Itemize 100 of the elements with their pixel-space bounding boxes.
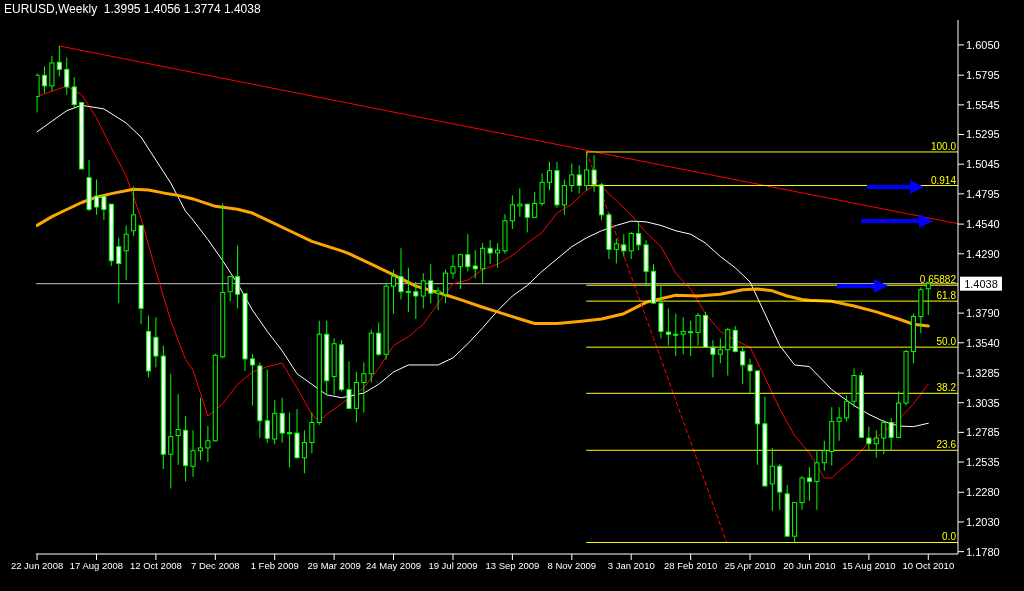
candlestick <box>398 247 404 301</box>
y-tick-label: 1.4795 <box>966 187 1000 200</box>
ref-line-label: 1.4038 <box>964 277 998 290</box>
candlestick <box>680 316 686 355</box>
x-tick-label: 8 Nov 2009 <box>547 559 597 571</box>
candlestick <box>561 178 567 216</box>
y-tick-label: 1.3285 <box>966 366 1000 379</box>
candlestick <box>732 325 738 353</box>
candlestick <box>101 195 107 221</box>
x-tick-label: 29 Mar 2009 <box>307 559 361 571</box>
candlestick <box>309 412 315 454</box>
x-tick-label: 20 Jun 2010 <box>783 559 836 571</box>
x-tick-label: 15 Aug 2010 <box>842 559 896 571</box>
series-label: 61.8 <box>936 290 957 302</box>
candlestick <box>443 269 449 304</box>
chart-title: EURUSD,Weekly 1.3995 1.4056 1.3774 1.4038 <box>4 2 261 16</box>
candlestick <box>532 191 538 219</box>
candlestick <box>472 249 478 279</box>
candlestick <box>873 429 879 459</box>
y-tick-label: 1.2280 <box>966 486 1000 499</box>
candlestick <box>36 73 40 113</box>
candlestick <box>591 154 597 193</box>
candlestick <box>235 245 241 309</box>
candlestick <box>131 186 137 237</box>
candlestick <box>49 55 55 92</box>
x-tick-label: 7 Dec 2008 <box>191 559 240 571</box>
candlestick <box>93 178 100 216</box>
candlestick <box>576 164 582 195</box>
candlestick <box>628 231 634 260</box>
candlestick <box>509 194 515 230</box>
candlestick <box>264 368 270 444</box>
y-tick-label: 1.2030 <box>966 515 1000 528</box>
candlestick <box>175 393 181 466</box>
candlestick <box>524 203 530 233</box>
candlestick <box>546 161 553 191</box>
candlestick <box>806 466 812 502</box>
candlestick <box>747 358 753 395</box>
y-tick-label: 1.3540 <box>966 336 1000 349</box>
candlestick <box>584 151 590 192</box>
candlestick <box>695 312 701 346</box>
x-tick-label: 12 Oct 2008 <box>130 559 182 571</box>
candlestick <box>346 360 352 410</box>
candlestick <box>636 220 642 251</box>
series-label: 0.0 <box>942 531 957 543</box>
candlestick <box>465 233 471 272</box>
candlestick <box>688 320 694 357</box>
candlestick <box>420 272 426 309</box>
y-tick-label: 1.2785 <box>966 426 1000 439</box>
candlestick <box>123 224 129 281</box>
candlestick <box>710 339 716 378</box>
candlestick <box>487 239 493 265</box>
x-tick-label: 3 Jan 2010 <box>607 559 655 571</box>
y-tick-label: 1.4290 <box>966 247 1000 260</box>
candlestick <box>56 45 62 77</box>
candlestick <box>717 337 723 364</box>
candlestick <box>450 254 456 279</box>
candlestick <box>301 429 307 474</box>
y-tick-label: 1.3035 <box>966 396 1000 409</box>
y-tick-label: 1.2535 <box>966 455 1000 468</box>
candlestick <box>376 321 382 357</box>
series-label: 50.0 <box>936 336 957 348</box>
candlestick <box>517 187 523 218</box>
candlestick <box>153 316 159 368</box>
candlestick <box>673 313 679 357</box>
candlestick <box>205 425 211 463</box>
y-tick-label: 1.5045 <box>966 158 1000 171</box>
candlestick <box>925 281 931 316</box>
y-tick-label: 1.5295 <box>966 128 1000 141</box>
y-tick-label: 1.4540 <box>966 218 1000 231</box>
candlestick <box>613 238 619 264</box>
y-tick-label: 1.5795 <box>966 69 1000 82</box>
candlestick <box>190 429 196 478</box>
x-tick-label: 25 Apr 2010 <box>724 559 776 571</box>
candlestick <box>480 242 486 285</box>
candlestick <box>494 242 501 269</box>
series-label: 0.914 <box>930 174 957 186</box>
x-tick-label: 10 Oct 2010 <box>902 559 955 571</box>
candlestick <box>405 267 411 313</box>
candlestick <box>866 426 872 451</box>
x-tick-label: 17 Aug 2008 <box>69 559 124 571</box>
candlestick <box>725 327 731 377</box>
candlestick <box>881 419 887 455</box>
candlestick <box>621 233 627 257</box>
candlestick <box>665 307 671 346</box>
candlestick <box>844 395 850 422</box>
series-label: 100.0 <box>930 140 957 152</box>
candlestick <box>428 263 434 304</box>
candlestick <box>569 163 575 193</box>
series-label: 23.6 <box>936 439 957 451</box>
x-tick-label: 1 Feb 2009 <box>250 559 299 571</box>
x-tick-label: 13 Sep 2009 <box>485 559 540 571</box>
candlestick <box>64 57 70 96</box>
candlestick <box>814 450 820 511</box>
candlestick <box>116 237 122 304</box>
x-tick-label: 19 Jul 2009 <box>428 559 478 571</box>
candlestick <box>413 281 419 320</box>
candlestick <box>821 440 827 472</box>
y-tick-label: 1.5545 <box>966 98 1000 111</box>
candlestick <box>391 269 397 315</box>
series-label: 38.2 <box>936 382 957 394</box>
